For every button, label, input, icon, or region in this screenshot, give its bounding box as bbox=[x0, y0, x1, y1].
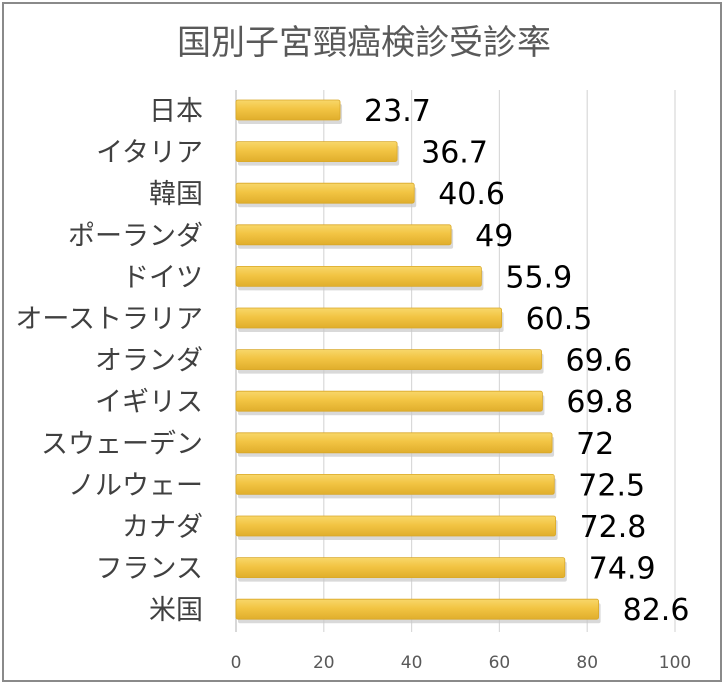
category-label: オーストラリア bbox=[15, 304, 203, 335]
data-label: 74.9 bbox=[589, 552, 656, 587]
category-label: 韓国 bbox=[149, 179, 203, 210]
x-tick-label: 60 bbox=[489, 653, 511, 673]
bar bbox=[235, 349, 542, 371]
category-label: 日本 bbox=[149, 96, 203, 127]
category-label: イギリス bbox=[95, 387, 203, 418]
x-tick-label: 40 bbox=[401, 653, 423, 673]
bar bbox=[235, 307, 502, 329]
x-tick-label: 0 bbox=[231, 653, 242, 673]
category-label: イタリア bbox=[96, 138, 203, 169]
data-label: 72.5 bbox=[578, 468, 645, 503]
category-label: オランダ bbox=[95, 346, 203, 377]
data-label: 72.8 bbox=[580, 510, 647, 545]
category-label: スウェーデン bbox=[41, 429, 203, 460]
x-tick-label: 100 bbox=[659, 653, 691, 673]
bar bbox=[235, 141, 398, 163]
category-label: ポーランダ bbox=[68, 221, 203, 252]
bar bbox=[235, 515, 556, 537]
category-label: カナダ bbox=[122, 512, 203, 543]
data-label: 36.7 bbox=[421, 136, 488, 171]
chart-title: 国別子宮頸癌検診受診率 bbox=[177, 23, 551, 63]
labels: 0 20 40 60 80 100 日本 23.7 イタリア 36.7 韓国 40.6 ポーランダ 49 ド… bbox=[15, 94, 691, 673]
bar bbox=[235, 265, 482, 287]
data-label: 55.9 bbox=[505, 260, 572, 295]
bar bbox=[235, 224, 452, 246]
category-label: 米国 bbox=[149, 595, 203, 626]
category-label: ドイツ bbox=[122, 262, 203, 293]
bar bbox=[235, 390, 543, 412]
x-tick-label: 80 bbox=[576, 653, 598, 673]
bar bbox=[235, 432, 553, 454]
data-label: 82.6 bbox=[623, 593, 690, 628]
data-label: 40.6 bbox=[438, 177, 505, 212]
bar bbox=[235, 99, 341, 121]
data-label: 69.8 bbox=[566, 385, 633, 420]
data-label: 69.6 bbox=[566, 344, 633, 379]
gridlines bbox=[235, 90, 676, 632]
bar bbox=[235, 182, 415, 204]
x-tick-label: 20 bbox=[313, 653, 335, 673]
bar bbox=[235, 557, 566, 578]
bar bbox=[235, 598, 600, 620]
data-label: 23.7 bbox=[364, 94, 431, 129]
data-label: 72 bbox=[576, 427, 614, 462]
bars bbox=[235, 99, 601, 624]
bar bbox=[235, 473, 555, 495]
data-label: 60.5 bbox=[526, 302, 593, 337]
data-label: 49 bbox=[475, 219, 513, 254]
category-label: フランス bbox=[96, 554, 203, 585]
category-label: ノルウェー bbox=[68, 470, 203, 501]
